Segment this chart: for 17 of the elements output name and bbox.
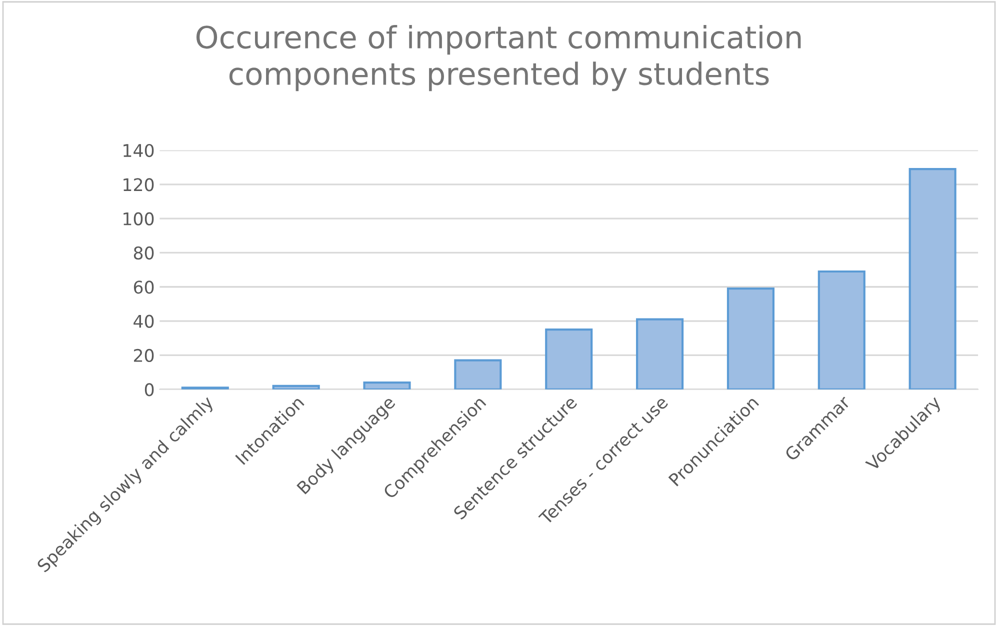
y-tick-label: 60 <box>134 280 154 294</box>
y-tick-label: 20 <box>134 348 154 362</box>
bar <box>363 381 411 390</box>
y-tick-label: 40 <box>134 314 154 328</box>
y-tick-label: 80 <box>134 246 154 260</box>
bar <box>636 318 684 390</box>
y-tick-label: 120 <box>124 178 154 192</box>
bar <box>726 288 774 390</box>
bar <box>272 384 320 390</box>
bar <box>454 359 502 390</box>
bar <box>908 168 956 390</box>
chart-title: Occurence of important communication components presented by students <box>196 25 801 92</box>
y-tick-label: 0 <box>144 383 154 396</box>
y-tick-label: 100 <box>124 212 154 226</box>
bar <box>818 270 866 390</box>
bar <box>545 328 593 390</box>
y-tick-label: 140 <box>124 144 154 158</box>
